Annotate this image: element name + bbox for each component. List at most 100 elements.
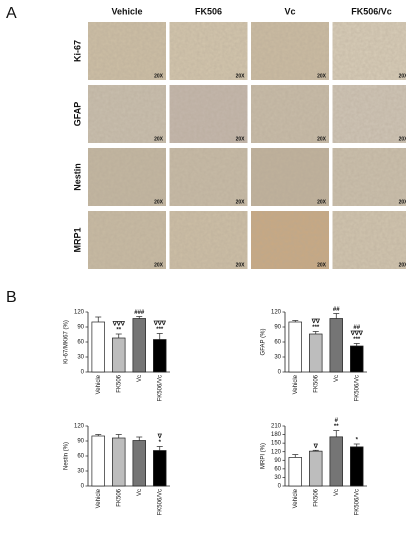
y-tick-label: 0 bbox=[81, 370, 85, 376]
y-tick-label: 30 bbox=[274, 355, 281, 361]
x-tick-label: FK506/Vc bbox=[157, 375, 163, 401]
significance-label: # bbox=[335, 418, 339, 424]
bar bbox=[153, 339, 167, 373]
y-tick-label: 0 bbox=[278, 484, 282, 490]
x-tick-label: Vehicle bbox=[96, 488, 102, 508]
magnification-label: 20X bbox=[154, 136, 164, 142]
magnification-label: 20X bbox=[399, 136, 406, 142]
y-tick-label: 90 bbox=[77, 325, 84, 331]
x-tick-label: FK506/Vc bbox=[354, 375, 360, 401]
y-tick-label: 60 bbox=[274, 466, 281, 472]
row-label: Ki-67 bbox=[72, 40, 82, 62]
y-tick-label: 180 bbox=[271, 432, 282, 438]
y-axis-label: Nestin (%) bbox=[64, 442, 70, 470]
micrograph-texture bbox=[332, 148, 406, 206]
y-tick-label: 90 bbox=[77, 439, 84, 445]
bar bbox=[132, 440, 146, 487]
bar bbox=[350, 345, 364, 373]
magnification-label: 20X bbox=[154, 199, 164, 205]
x-tick-label: FK506 bbox=[313, 488, 319, 506]
micrograph-texture bbox=[251, 22, 329, 80]
y-tick-label: 60 bbox=[77, 454, 84, 460]
x-tick-label: Vc bbox=[137, 489, 143, 496]
significance-label: *** bbox=[353, 337, 361, 343]
bar bbox=[350, 446, 364, 487]
micrograph-texture bbox=[88, 85, 166, 143]
y-tick-label: 150 bbox=[271, 441, 282, 447]
column-header: Vc bbox=[284, 6, 295, 16]
row-label: MRP1 bbox=[72, 227, 82, 252]
row-label: Nestin bbox=[72, 163, 82, 191]
y-tick-label: 60 bbox=[77, 340, 84, 346]
bar bbox=[112, 337, 126, 373]
magnification-label: 20X bbox=[236, 262, 246, 268]
x-tick-label: Vehicle bbox=[293, 488, 299, 508]
x-tick-label: FK506/Vc bbox=[354, 489, 360, 515]
x-tick-label: Vehicle bbox=[96, 374, 102, 394]
significance-label: ∇∇ bbox=[311, 318, 321, 325]
x-tick-label: FK506 bbox=[116, 488, 122, 506]
magnification-label: 20X bbox=[317, 136, 327, 142]
magnification-label: 20X bbox=[399, 199, 406, 205]
micrograph-texture bbox=[251, 211, 329, 269]
bar bbox=[153, 450, 167, 487]
significance-label: ## bbox=[333, 307, 340, 313]
bar bbox=[288, 321, 302, 373]
micrograph-texture bbox=[169, 148, 248, 206]
error-bar bbox=[333, 430, 340, 437]
bar bbox=[91, 435, 105, 487]
bar bbox=[288, 457, 302, 487]
magnification-label: 20X bbox=[154, 262, 164, 268]
significance-label: ### bbox=[134, 310, 145, 316]
x-tick-label: FK506 bbox=[313, 374, 319, 392]
y-tick-label: 0 bbox=[81, 484, 85, 490]
micrograph-texture bbox=[332, 211, 406, 269]
micrograph-texture bbox=[332, 22, 406, 80]
y-tick-label: 90 bbox=[274, 325, 281, 331]
magnification-label: 20X bbox=[399, 73, 406, 79]
micrograph-texture bbox=[169, 22, 248, 80]
significance-label: ∇ bbox=[313, 443, 319, 450]
micrograph-texture bbox=[169, 211, 248, 269]
significance-label: ** bbox=[116, 328, 121, 334]
bar bbox=[329, 436, 343, 487]
bar bbox=[309, 450, 323, 487]
magnification-label: 20X bbox=[236, 136, 246, 142]
error-bar bbox=[312, 331, 319, 334]
error-bar bbox=[292, 320, 299, 322]
magnification-label: 20X bbox=[399, 262, 406, 268]
x-tick-label: Vc bbox=[334, 375, 340, 382]
x-tick-label: Vc bbox=[334, 489, 340, 496]
y-tick-label: 120 bbox=[74, 310, 85, 316]
y-tick-label: 30 bbox=[77, 469, 84, 475]
y-tick-label: 0 bbox=[278, 370, 282, 376]
micrograph-texture bbox=[88, 148, 166, 206]
y-tick-label: 120 bbox=[271, 449, 282, 455]
magnification-label: 20X bbox=[317, 199, 327, 205]
column-header: FK506/Vc bbox=[351, 6, 392, 16]
magnification-label: 20X bbox=[236, 199, 246, 205]
y-tick-label: 30 bbox=[77, 355, 84, 361]
significance-label: ∇∇∇ bbox=[350, 330, 364, 337]
y-tick-label: 30 bbox=[274, 475, 281, 481]
bar bbox=[112, 437, 126, 487]
y-axis-label: GFAP (%) bbox=[261, 329, 267, 356]
significance-label: ** bbox=[334, 424, 339, 430]
error-bar bbox=[353, 343, 360, 346]
error-bar bbox=[136, 436, 143, 441]
y-tick-label: 120 bbox=[271, 310, 282, 316]
bar bbox=[309, 333, 323, 373]
error-bar bbox=[333, 313, 340, 319]
y-tick-label: 120 bbox=[74, 424, 85, 430]
error-bar bbox=[95, 316, 102, 322]
significance-label: * bbox=[356, 438, 359, 444]
significance-label: *** bbox=[312, 325, 320, 331]
significance-label: ∇ bbox=[157, 433, 163, 440]
micrograph-texture bbox=[251, 85, 329, 143]
micrograph-texture bbox=[332, 85, 406, 143]
x-tick-label: FK506/Vc bbox=[157, 489, 163, 515]
micrograph-texture bbox=[88, 211, 166, 269]
y-tick-label: 60 bbox=[274, 340, 281, 346]
error-bar bbox=[156, 446, 163, 451]
